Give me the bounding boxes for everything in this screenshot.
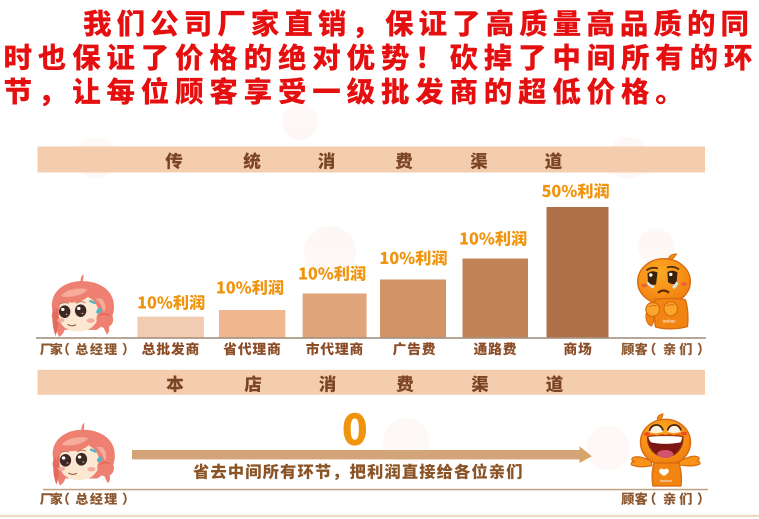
- svg-text:taobao: taobao: [660, 479, 672, 483]
- svg-text:taobao: taobao: [663, 319, 676, 324]
